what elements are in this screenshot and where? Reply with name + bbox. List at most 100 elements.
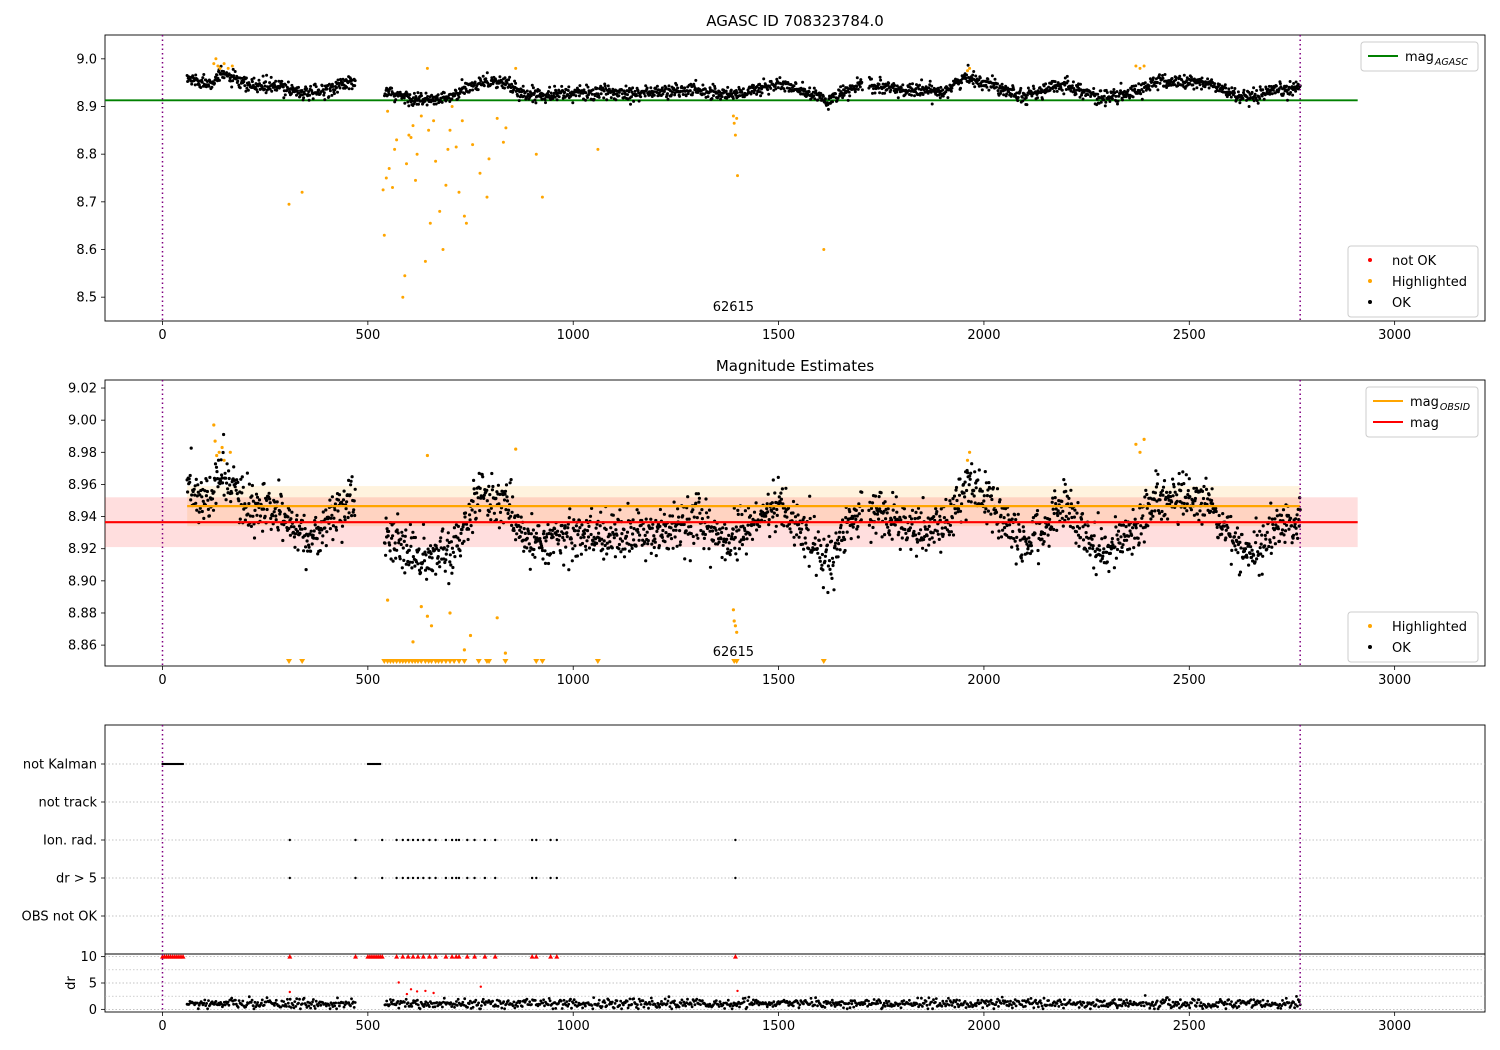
highlighted-point [425, 453, 429, 458]
ok-point [652, 545, 656, 550]
highlighted-point [1142, 64, 1146, 68]
ok-point [654, 554, 658, 558]
ok-point [394, 98, 398, 102]
highlighted-point [287, 202, 291, 206]
ok-point [930, 84, 934, 88]
dr-point [274, 998, 278, 1002]
ok-point [417, 547, 421, 551]
ok-point [517, 99, 521, 103]
ok-point [637, 511, 641, 515]
ok-point [734, 552, 738, 556]
ok-point [525, 546, 529, 550]
ok-point [471, 88, 475, 92]
ok-point [194, 477, 198, 481]
ok-point [1119, 81, 1123, 85]
ok-point [1115, 533, 1119, 537]
ok-point [669, 537, 674, 541]
ok-point [560, 84, 564, 88]
highlighted-point [731, 608, 736, 612]
flag-point [455, 876, 458, 880]
ok-point [530, 511, 534, 516]
ok-point [1101, 551, 1105, 555]
ok-point [316, 552, 320, 556]
ok-point [1139, 532, 1143, 536]
dr-point [334, 1001, 338, 1005]
ok-point [1216, 536, 1220, 540]
ok-point [525, 89, 529, 93]
ok-point [384, 516, 388, 520]
highlighted-point [419, 114, 423, 118]
ok-point [591, 539, 595, 543]
ok-point [553, 95, 557, 99]
dr-point [418, 1007, 422, 1011]
ok-point [292, 535, 296, 539]
ok-point [245, 471, 249, 475]
ok-point [1031, 84, 1035, 88]
ok-point [835, 547, 839, 551]
ok-point [571, 101, 575, 105]
ok-point [1287, 88, 1290, 91]
ok-point [1043, 516, 1047, 520]
ok-point [1257, 573, 1261, 577]
ok-point [636, 527, 640, 532]
ok-point [1075, 511, 1079, 515]
ok-point [605, 98, 609, 102]
ok-point [890, 537, 894, 541]
ok-point [1240, 532, 1244, 537]
ok-point [457, 95, 461, 99]
ok-point [434, 544, 438, 548]
highlighted-point [444, 183, 448, 187]
ok-point [612, 532, 616, 537]
ok-point [728, 553, 732, 557]
ok-point [1145, 506, 1149, 510]
ok-point [696, 536, 700, 540]
ok-point [712, 94, 715, 98]
ok-point [1103, 104, 1107, 108]
ok-point [708, 529, 712, 533]
below-range-marker [475, 659, 482, 664]
ok-point [1119, 535, 1123, 539]
highlighted-point [822, 248, 826, 251]
ok-point [510, 82, 514, 86]
ok-point [684, 529, 688, 533]
ok-point [836, 538, 840, 542]
ok-point [935, 529, 939, 533]
ok-point [1139, 524, 1143, 528]
ok-point [345, 85, 349, 89]
ok-point [914, 554, 919, 558]
ok-point [718, 527, 722, 531]
ok-point [325, 87, 329, 91]
ok-point [1059, 85, 1063, 89]
ok-point [531, 528, 536, 532]
ok-point [1103, 535, 1107, 539]
ok-point [644, 559, 648, 563]
legend-marker [1368, 279, 1372, 283]
ok-point [928, 537, 932, 541]
ok-point [760, 518, 764, 522]
dr-point [542, 998, 545, 1002]
ok-point [885, 88, 889, 91]
ok-point [826, 590, 830, 595]
ok-point [1016, 96, 1020, 99]
ok-point [531, 86, 535, 90]
flag-point [288, 838, 291, 842]
ok-point [223, 471, 227, 475]
ok-point [949, 530, 954, 534]
ok-point [1283, 529, 1288, 533]
ok-point [726, 85, 730, 89]
ok-point [1137, 82, 1141, 86]
ok-point [735, 91, 739, 95]
ok-point [1261, 88, 1265, 92]
ok-point [485, 71, 489, 75]
ok-point [730, 532, 734, 536]
highlighted-point [403, 274, 407, 278]
ok-point [309, 529, 313, 533]
ok-point [531, 553, 535, 557]
ok-point [651, 522, 655, 526]
ok-point [516, 514, 520, 519]
ok-point [286, 80, 290, 84]
ok-point [917, 532, 921, 536]
ok-point [650, 542, 654, 546]
ok-point [225, 481, 229, 485]
ok-point [1252, 99, 1256, 103]
